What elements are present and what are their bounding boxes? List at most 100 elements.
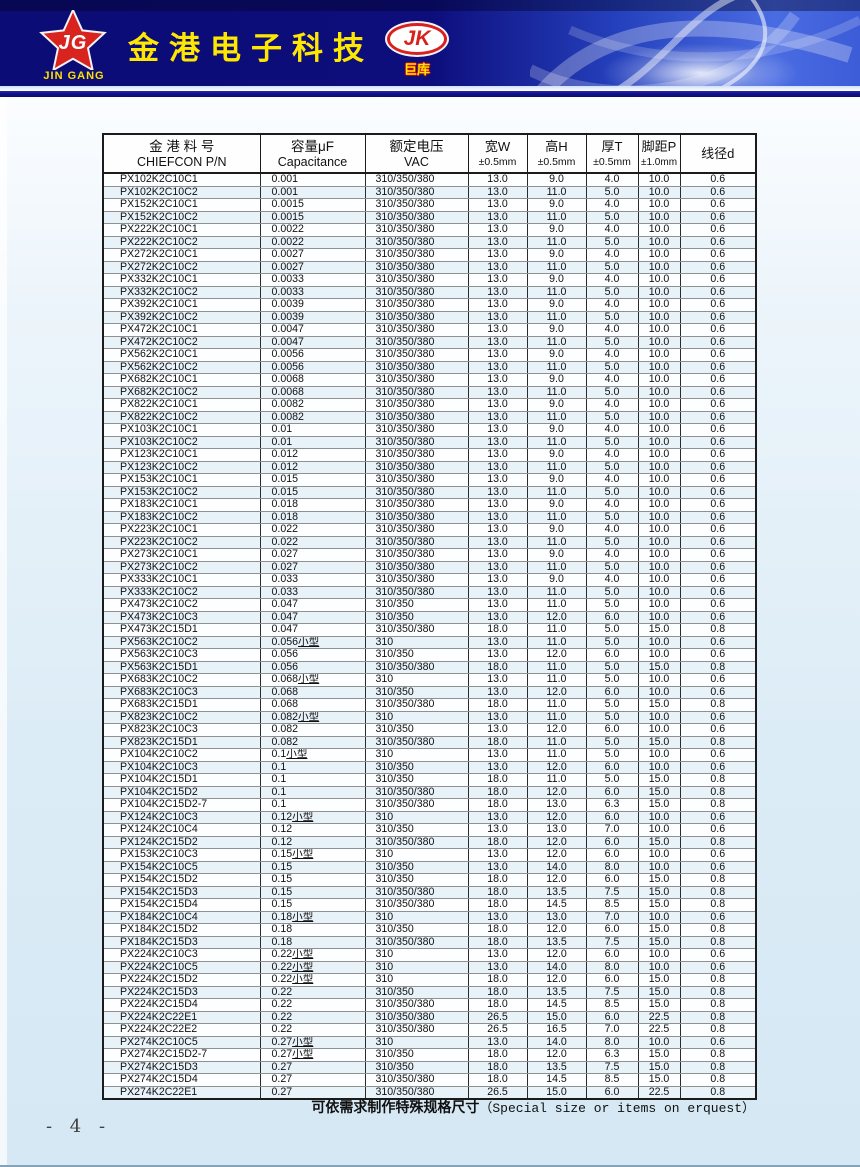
- pn-cell: PX562K2C10C2: [102, 360, 261, 374]
- thickness-cell: 5.0: [585, 735, 639, 749]
- vac-cell: 310/350/380: [364, 798, 469, 812]
- capacitance-cell: 0.082小型: [259, 710, 366, 724]
- width-cell: 18.0: [467, 785, 528, 799]
- capacitance-cell: 0.01: [259, 435, 366, 449]
- width-cell: 13.0: [467, 748, 528, 762]
- thickness-cell: 4.0: [585, 198, 639, 212]
- width-cell: 18.0: [467, 923, 528, 937]
- table-row: PX154K2C15D4 0.15 310/350/380 18.0 14.5 8.5 15…: [102, 898, 757, 912]
- pn-cell: PX563K2C15D1: [102, 660, 261, 674]
- height-cell: 11.0: [526, 435, 587, 449]
- width-cell: 13.0: [467, 410, 528, 424]
- thickness-cell: 4.0: [585, 573, 639, 587]
- pitch-cell: 15.0: [637, 773, 681, 787]
- pn-cell: PX222K2C10C2: [102, 235, 261, 249]
- width-cell: 13.0: [467, 948, 528, 962]
- width-cell: 13.0: [467, 273, 528, 287]
- pn-cell: PX154K2C15D3: [102, 885, 261, 899]
- height-cell: 11.0: [526, 673, 587, 687]
- capacitance-cell: 0.1: [259, 798, 366, 812]
- height-cell: 11.0: [526, 285, 587, 299]
- width-cell: 13.0: [467, 298, 528, 312]
- wire-diameter-cell: 0.6: [679, 298, 757, 312]
- width-cell: 18.0: [467, 898, 528, 912]
- thickness-cell: 8.5: [585, 1073, 639, 1087]
- vac-cell: 310/350/380: [364, 310, 469, 324]
- table-row: PX103K2C10C2 0.01 310/350/380 13.0 11.0 5.0 10…: [102, 435, 757, 449]
- capacitance-cell: 0.068小型: [259, 673, 366, 687]
- pn-cell: PX153K2C10C2: [102, 485, 261, 499]
- wire-diameter-cell: 0.6: [679, 810, 757, 824]
- wire-diameter-cell: 0.6: [679, 260, 757, 274]
- thickness-cell: 7.5: [585, 1060, 639, 1074]
- width-cell: 13.0: [467, 485, 528, 499]
- table-row: PX123K2C10C1 0.012 310/350/380 13.0 9.0 4.0 10…: [102, 448, 757, 462]
- table-row: PX104K2C15D1 0.1 310/350 18.0 11.0 5.0 15.0 0.8: [102, 773, 757, 787]
- pn-cell: PX104K2C15D2-7: [102, 798, 261, 812]
- table-row: PX822K2C10C2 0.0082 310/350/380 13.0 11.0 5.0…: [102, 410, 757, 424]
- pitch-cell: 10.0: [637, 198, 681, 212]
- vac-cell: 310/350/380: [364, 273, 469, 287]
- table-row: PX332K2C10C2 0.0033 310/350/380 13.0 11.0 5.0…: [102, 285, 757, 299]
- capacitance-cell: 0.012: [259, 448, 366, 462]
- width-cell: 13.0: [467, 1035, 528, 1049]
- capacitance-cell: 0.0027: [259, 260, 366, 274]
- width-cell: 18.0: [467, 623, 528, 637]
- capacitance-cell: 0.15: [259, 873, 366, 887]
- height-cell: 14.5: [526, 998, 587, 1012]
- thickness-cell: 5.0: [585, 260, 639, 274]
- pn-cell: PX682K2C10C2: [102, 385, 261, 399]
- capacitance-cell: 0.0022: [259, 235, 366, 249]
- pn-cell: PX154K2C15D2: [102, 873, 261, 887]
- height-cell: 9.0: [526, 373, 587, 387]
- vac-cell: 310/350/380: [364, 523, 469, 537]
- width-cell: 13.0: [467, 960, 528, 974]
- pn-cell: PX472K2C10C2: [102, 335, 261, 349]
- height-cell: 13.0: [526, 798, 587, 812]
- height-cell: 11.0: [526, 360, 587, 374]
- spec-table-body: PX102K2C10C1 0.001 310/350/380 13.0 9.0 4.0 10…: [102, 172, 757, 1100]
- thickness-cell: 6.0: [585, 1010, 639, 1024]
- header-band: JG JIN GANG 金港电子科技 JK 巨库: [0, 0, 860, 103]
- vac-cell: 310/350/380: [364, 410, 469, 424]
- pn-cell: PX184K2C15D3: [102, 935, 261, 949]
- pn-cell: PX274K2C15D4: [102, 1073, 261, 1087]
- height-cell: 9.0: [526, 298, 587, 312]
- table-row: PX102K2C10C1 0.001 310/350/380 13.0 9.0 4.0 10…: [102, 172, 757, 187]
- capacitance-cell: 0.22: [259, 1023, 366, 1037]
- pn-cell: PX224K2C22E1: [102, 1010, 261, 1024]
- capacitance-cell: 0.12: [259, 823, 366, 837]
- vac-cell: 310/350/380: [364, 235, 469, 249]
- wire-diameter-cell: 0.6: [679, 710, 757, 724]
- height-cell: 9.0: [526, 348, 587, 362]
- thickness-cell: 5.0: [585, 710, 639, 724]
- pitch-cell: 10.0: [637, 460, 681, 474]
- capacitance-cell: 0.0027: [259, 248, 366, 262]
- vac-cell: 310: [364, 748, 469, 762]
- pitch-cell: 10.0: [637, 510, 681, 524]
- vac-cell: 310/350/380: [364, 398, 469, 412]
- thickness-cell: 5.0: [585, 510, 639, 524]
- pitch-cell: 15.0: [637, 698, 681, 712]
- pn-cell: PX273K2C10C2: [102, 560, 261, 574]
- pitch-cell: 15.0: [637, 998, 681, 1012]
- wire-diameter-cell: 0.6: [679, 223, 757, 237]
- table-row: PX273K2C10C2 0.027 310/350/380 13.0 11.0 5.0 1…: [102, 560, 757, 574]
- capacitance-cell: 0.27小型: [259, 1048, 366, 1062]
- table-row: PX274K2C15D4 0.27 310/350/380 18.0 14.5 8.5 15…: [102, 1073, 757, 1087]
- vac-cell: 310/350/380: [364, 223, 469, 237]
- pitch-cell: 10.0: [637, 910, 681, 924]
- vac-cell: 310/350: [364, 985, 469, 999]
- width-cell: 13.0: [467, 910, 528, 924]
- table-row: PX683K2C10C3 0.068 310/350 13.0 12.0 6.0 10.0 0…: [102, 685, 757, 699]
- table-row: PX332K2C10C1 0.0033 310/350/380 13.0 9.0 4.0 1…: [102, 273, 757, 287]
- width-cell: 13.0: [467, 760, 528, 774]
- pn-cell: PX153K2C10C3: [102, 848, 261, 862]
- capacitance-cell: 0.068: [259, 698, 366, 712]
- table-row: PX823K2C15D1 0.082 310/350/380 18.0 11.0 5.0 1…: [102, 735, 757, 749]
- thickness-cell: 4.0: [585, 248, 639, 262]
- pitch-cell: 15.0: [637, 873, 681, 887]
- vac-cell: 310/350/380: [364, 623, 469, 637]
- table-row: PX154K2C15D3 0.15 310/350/380 18.0 13.5 7.5 15…: [102, 885, 757, 899]
- table-row: PX273K2C10C1 0.027 310/350/380 13.0 9.0 4.0 10…: [102, 548, 757, 562]
